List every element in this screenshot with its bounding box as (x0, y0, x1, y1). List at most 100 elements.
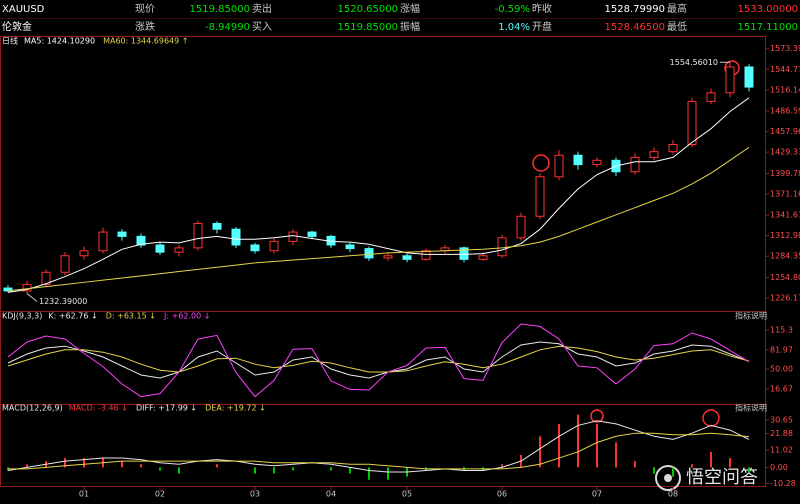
candle-body (136, 235, 146, 246)
annotation-label: 1554.56010 (670, 58, 718, 67)
indicator-line (7, 341, 750, 379)
candle-body (117, 231, 127, 237)
quote-value: 1519.85000 (190, 4, 250, 15)
watermark-icon (655, 465, 681, 491)
candle-body (630, 156, 640, 173)
quote-label: 振幅 (400, 20, 420, 33)
x-tick-label: 05 (402, 490, 412, 499)
quote-value: 1533.00000 (738, 4, 798, 15)
candle-body (459, 247, 469, 260)
candle-body (649, 151, 659, 158)
y-tick-label: 50.00 (770, 365, 793, 374)
annotation-leader (26, 293, 38, 302)
candle-body (3, 287, 13, 292)
y-tick-label: 1573.399 (770, 44, 800, 53)
candle-body (231, 228, 241, 246)
candle-body (174, 247, 184, 253)
candle-body (383, 255, 393, 259)
indicator-line (7, 323, 750, 398)
watermark-icon-dot (664, 474, 672, 482)
y-tick-label: 1399.788 (770, 169, 800, 178)
candle-body (41, 271, 51, 285)
indicator-line (7, 420, 750, 473)
y-tick-label: 11.02 (770, 446, 793, 455)
candle-body (98, 231, 108, 252)
quote-label: 现价 (135, 3, 155, 15)
y-tick-label: 1544.771 (770, 65, 800, 74)
indicator-line (7, 345, 750, 373)
y-tick-label: 1312.983 (770, 231, 800, 240)
legend-entry: K: +62.76 ↓ (48, 312, 97, 321)
candle-body (592, 159, 602, 166)
instrument-name: 伦敦金 (2, 20, 32, 33)
indicator-line (7, 97, 750, 293)
watermark: 悟空问答 (655, 465, 758, 491)
quote-label: 买入 (252, 21, 272, 33)
quote-value: -8.94990 (205, 22, 250, 33)
quote-value: 1.04% (498, 22, 530, 33)
candle-body (212, 222, 222, 230)
candle-body (402, 255, 412, 260)
quote-label: 昨收 (532, 2, 552, 15)
y-tick-label: 115.3 (770, 325, 793, 334)
x-tick-label: 08 (668, 490, 678, 499)
candle-body (516, 215, 526, 239)
y-tick-label: -10.28 (770, 479, 796, 488)
quote-value: 1528.46500 (605, 22, 665, 33)
watermark-text: 悟空问答 (686, 467, 758, 488)
y-tick-label: 21.88 (770, 429, 793, 438)
candle-body (668, 143, 678, 153)
candle-body (288, 231, 298, 242)
indicator-help-button[interactable]: 指标说明 (735, 403, 767, 413)
legend-entry: MA5: 1424.10290 (24, 37, 95, 46)
quote-value: 1528.79990 (605, 4, 665, 15)
y-tick-label: 0.00 (770, 463, 788, 472)
candle-body (478, 255, 488, 260)
candle-body (155, 244, 165, 253)
legend-entry: MACD: -3.46 ↓ (69, 404, 128, 413)
y-tick-label: 81.97 (770, 345, 793, 354)
x-tick-label: 07 (592, 490, 602, 499)
y-tick-label: 1429.339 (770, 148, 800, 157)
y-tick-label: 1226.179 (770, 293, 800, 302)
y-tick-label: 30.65 (770, 415, 793, 424)
y-tick-label: 1254.806 (770, 273, 800, 282)
quote-value: -0.59% (495, 4, 530, 15)
candle-body (497, 237, 507, 257)
x-tick-label: 01 (79, 490, 89, 499)
panel-title: 日线 (2, 36, 18, 46)
y-tick-label: 1284.356 (770, 252, 800, 261)
y-tick-label: 1457.966 (770, 127, 800, 136)
indicator-help-button[interactable]: 指标说明 (735, 311, 767, 321)
candle-body (250, 244, 260, 252)
x-tick-label: 03 (250, 490, 260, 499)
y-tick-label: 1341.611 (770, 211, 800, 220)
legend-entry: D: +63.15 ↓ (106, 312, 156, 321)
indicator-line (7, 146, 750, 292)
x-tick-label: 04 (326, 490, 336, 499)
annotation-label: 1232.39000 (39, 297, 87, 306)
candle-body (269, 240, 279, 252)
panel-title: KDJ(9,3,3) (2, 312, 42, 321)
candle-body (744, 66, 754, 88)
candle-body (22, 283, 32, 292)
x-tick-label: 06 (497, 490, 507, 499)
panel-title: MACD(12,26,9) (2, 404, 63, 413)
candle-body (573, 154, 583, 166)
quote-label: 最低 (667, 20, 687, 33)
legend-entry: MA60: 1344.69649 ↑ (103, 37, 188, 46)
indicator-line (8, 432, 750, 470)
candle-body (307, 231, 317, 237)
quote-value: 1520.65000 (338, 4, 398, 15)
quote-label: 开盘 (532, 20, 552, 33)
x-tick-label: 02 (155, 490, 165, 499)
quote-label: 涨跌 (135, 20, 155, 33)
y-tick-label: 16.67 (770, 384, 793, 393)
instrument-name: XAUUSD (2, 4, 45, 15)
quote-label: 最高 (667, 2, 687, 15)
quote-value: 1517.11000 (738, 22, 798, 33)
quote-value: 1519.85000 (338, 22, 398, 33)
